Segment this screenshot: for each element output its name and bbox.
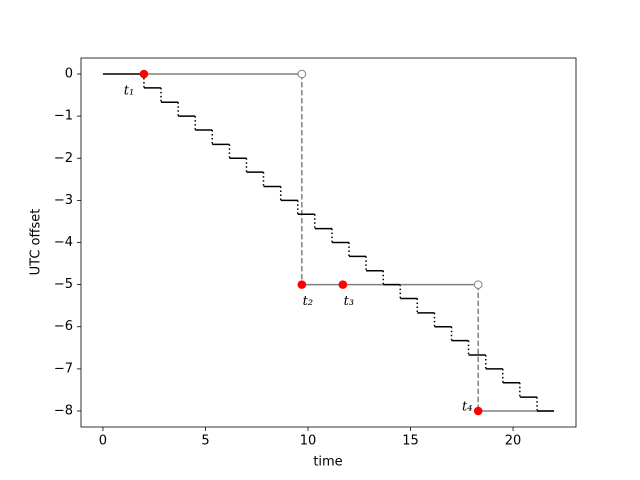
point (297, 280, 307, 289)
point-label: t₁ (124, 84, 134, 99)
y-tick-label: −2 (54, 151, 73, 166)
y-tick-label: −3 (54, 193, 73, 208)
y-tick-label: −4 (54, 235, 73, 250)
y-tick-label: −8 (54, 403, 73, 418)
y-tick-label: 0 (65, 67, 73, 82)
x-tick-label: 5 (201, 434, 209, 449)
x-tick-label: 20 (505, 434, 522, 449)
x-tick-label: 15 (402, 434, 419, 449)
y-tick-label: −1 (54, 109, 73, 124)
y-tick-label: −5 (54, 277, 73, 292)
y-axis-label: UTC offset (29, 209, 44, 276)
point-label: t₂ (303, 294, 313, 309)
y-tick-label: −7 (54, 361, 73, 376)
point (338, 280, 348, 289)
point-label: t₄ (462, 399, 472, 414)
open-point (297, 69, 307, 79)
open-point (473, 280, 483, 289)
point-label: t₃ (344, 294, 354, 309)
x-tick-label: 10 (300, 434, 317, 449)
point (473, 406, 483, 416)
point (139, 69, 149, 79)
y-tick-label: −6 (54, 319, 73, 334)
plot-area: t₁ t₂ t₃ t₄ (102, 69, 555, 416)
x-tick-label: 0 (99, 434, 107, 449)
x-axis-label: time (313, 455, 342, 470)
